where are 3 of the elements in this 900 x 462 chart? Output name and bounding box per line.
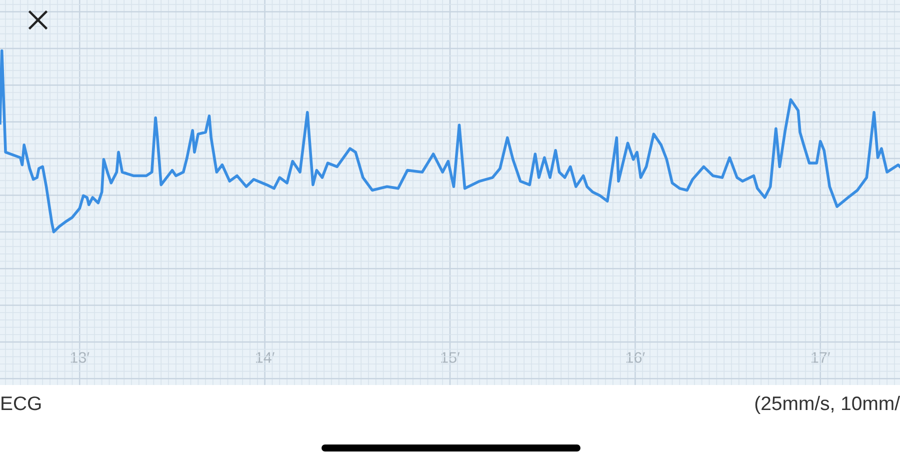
x-tick-label: 17′ <box>812 352 830 363</box>
text: ECG <box>2 396 41 410</box>
text: (25mm/s, 10mm/ <box>755 396 900 414</box>
